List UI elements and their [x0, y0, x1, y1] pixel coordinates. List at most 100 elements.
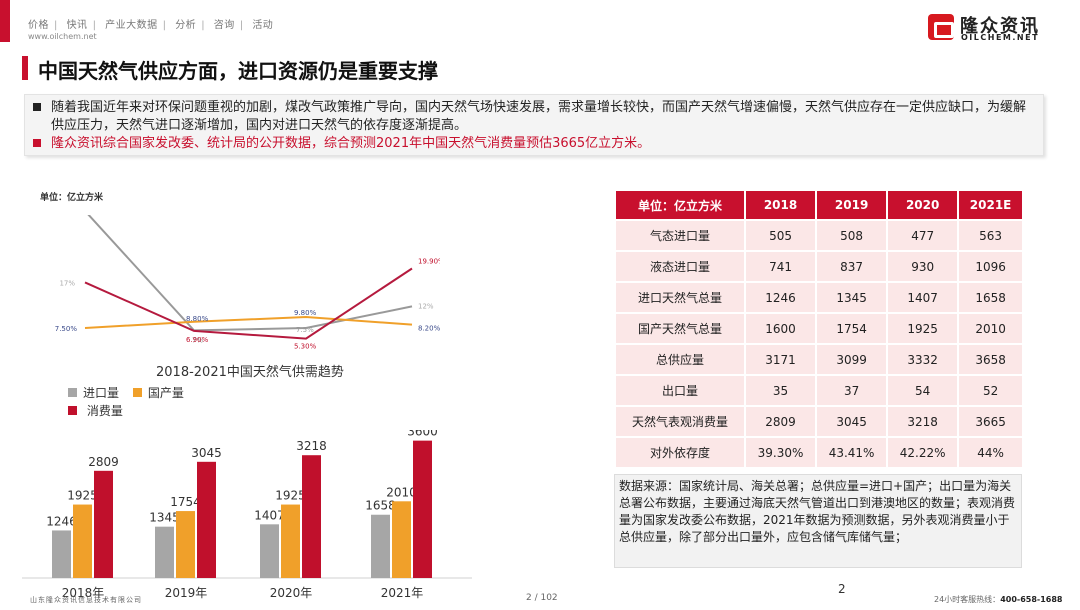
bar-value-label: 1246 — [46, 514, 77, 528]
line-point-label: 19.90% — [418, 257, 440, 265]
bar — [371, 514, 390, 578]
line-point-label: 7.5% — [296, 326, 314, 334]
bar-value-label: 3600 — [407, 430, 438, 439]
bar — [302, 455, 321, 578]
bar-chart-title: 2018-2021中国天然气供需趋势 — [156, 365, 344, 380]
bar — [392, 501, 411, 578]
top-navigation: 价格 | 快讯 | 产业大数据 | 分析 | 咨询 | 活动 — [28, 20, 274, 31]
bar-value-label: 1658 — [365, 499, 396, 513]
legend-swatch-consumption — [68, 406, 77, 415]
nav-item-events[interactable]: 活动 — [252, 20, 274, 31]
nav-item-price[interactable]: 价格 — [28, 20, 49, 31]
table-cell: 1925 — [888, 314, 958, 343]
square-bullet-icon — [33, 139, 41, 147]
slide-page-number: 2 — [838, 582, 846, 596]
table-row-label: 国产天然气总量 — [616, 314, 744, 343]
table-cell: 3665 — [959, 407, 1022, 436]
page-title: 中国天然气供应方面，进口资源仍是重要支撑 — [38, 59, 438, 83]
table-cell: 930 — [888, 252, 958, 281]
website-url: www.oilchem.net — [28, 32, 97, 41]
table-cell: 3099 — [817, 345, 887, 374]
line-series-1 — [84, 315, 413, 329]
legend-swatch-import — [68, 388, 77, 397]
table-row-label: 液态进口量 — [616, 252, 744, 281]
nav-item-consulting[interactable]: 咨询 — [213, 20, 235, 31]
table-cell: 477 — [888, 221, 958, 250]
line-point-label: 12% — [418, 302, 434, 310]
table-cell: 44% — [959, 438, 1022, 467]
table-cell: 1658 — [959, 283, 1022, 312]
bar — [281, 504, 300, 578]
table-header-year: 2019 — [817, 191, 887, 219]
table-cell: 741 — [746, 252, 816, 281]
bar-value-label: 3045 — [191, 446, 222, 460]
bar-category-label: 2018年 — [62, 586, 105, 600]
summary-bullet-2-text: 隆众资讯综合国家发改委、统计局的公开数据，综合预测2021年中国天然气消费量预估… — [51, 136, 651, 151]
table-cell: 1600 — [746, 314, 816, 343]
footer-hotline-label: 24小时客服热线： — [934, 595, 1001, 604]
bar-value-label: 1345 — [149, 511, 180, 525]
table-header-year: 2021E — [959, 191, 1022, 219]
table-row: 液态进口量 741 837 930 1096 — [616, 252, 1022, 281]
table-cell: 39.30% — [746, 438, 816, 467]
line-point-label: 8.20% — [418, 325, 440, 333]
table-row: 出口量 35 37 54 52 — [616, 376, 1022, 405]
nav-item-news[interactable]: 快讯 — [66, 20, 88, 31]
summary-bullet-2: 隆众资讯综合国家发改委、统计局的公开数据，综合预测2021年中国天然气消费量预估… — [33, 135, 1035, 153]
bar-value-label: 1925 — [67, 489, 98, 503]
table-cell: 52 — [959, 376, 1022, 405]
footer-hotline-number: 400-658-1688 — [1000, 595, 1063, 604]
legend-label-import: 进口量 — [83, 386, 120, 400]
table-row: 气态进口量 505 508 477 563 — [616, 221, 1022, 250]
table-cell: 43.41% — [817, 438, 887, 467]
table-cell: 35 — [746, 376, 816, 405]
table-cell: 54 — [888, 376, 958, 405]
summary-box: 随着我国近年来对环保问题重视的加剧，煤改气政策推广导向，国内天然气场快速发展，需… — [24, 94, 1044, 156]
table-row: 对外依存度 39.30% 43.41% 42.22% 44% — [616, 438, 1022, 467]
bar-category-label: 2021年 — [381, 586, 424, 600]
table-cell: 3171 — [746, 345, 816, 374]
growth-line-chart: 31.90%7%7.5%12%7.50%8.80%9.80%8.20%17%6.… — [55, 215, 440, 351]
bar-category-label: 2020年 — [270, 586, 313, 600]
nav-item-industry-data[interactable]: 产业大数据 — [105, 20, 158, 31]
table-cell: 837 — [817, 252, 887, 281]
legend-item-consumption: 消费量 — [68, 402, 184, 419]
bar — [94, 470, 113, 578]
bar-value-label: 3218 — [296, 439, 327, 453]
bar — [155, 526, 174, 578]
table-row: 总供应量 3171 3099 3332 3658 — [616, 345, 1022, 374]
bar-value-label: 1407 — [254, 508, 285, 522]
line-point-label: 8.80% — [186, 315, 209, 323]
bar — [260, 524, 279, 578]
line-chart-unit-label: 单位：亿立方米 — [40, 193, 104, 203]
table-cell: 505 — [746, 221, 816, 250]
table-row-label: 出口量 — [616, 376, 744, 405]
line-point-label: 9.80% — [294, 309, 317, 317]
table-row: 天然气表观消费量 2809 3045 3218 3665 — [616, 407, 1022, 436]
title-accent-bar — [22, 56, 28, 80]
legend-swatch-domestic — [132, 388, 142, 397]
table-cell: 508 — [817, 221, 887, 250]
table-cell: 1407 — [888, 283, 958, 312]
line-point-label: 17% — [59, 279, 75, 287]
table-header-year: 2020 — [888, 191, 958, 219]
table-cell: 42.22% — [888, 438, 958, 467]
data-source-note: 数据来源：国家统计局、海关总署；总供应量=进口+国产；出口量为海关总署公布数据，… — [614, 474, 1022, 568]
table-cell: 1096 — [959, 252, 1022, 281]
table-header-row: 单位：亿立方米 2018 2019 2020 2021E — [616, 191, 1022, 219]
legend-item-import: 进口量 — [68, 384, 119, 401]
bar-value-label: 1925 — [275, 489, 306, 503]
footer-page-indicator: 2 / 102 — [526, 593, 558, 603]
legend-item-domestic: 国产量 — [132, 384, 184, 401]
table-header-year: 2018 — [746, 191, 816, 219]
table-row: 进口天然气总量 1246 1345 1407 1658 — [616, 283, 1022, 312]
nav-item-analysis[interactable]: 分析 — [175, 20, 197, 31]
table-cell: 3332 — [888, 345, 958, 374]
line-point-label: 7.50% — [55, 325, 78, 333]
bar — [73, 504, 92, 578]
bar-value-label: 2010 — [386, 485, 417, 499]
line-point-label: 6.90% — [186, 336, 209, 344]
logo-text-en: OILCHEM.NET — [961, 33, 1040, 42]
top-accent-bar — [0, 0, 10, 42]
table-cell: 2809 — [746, 407, 816, 436]
